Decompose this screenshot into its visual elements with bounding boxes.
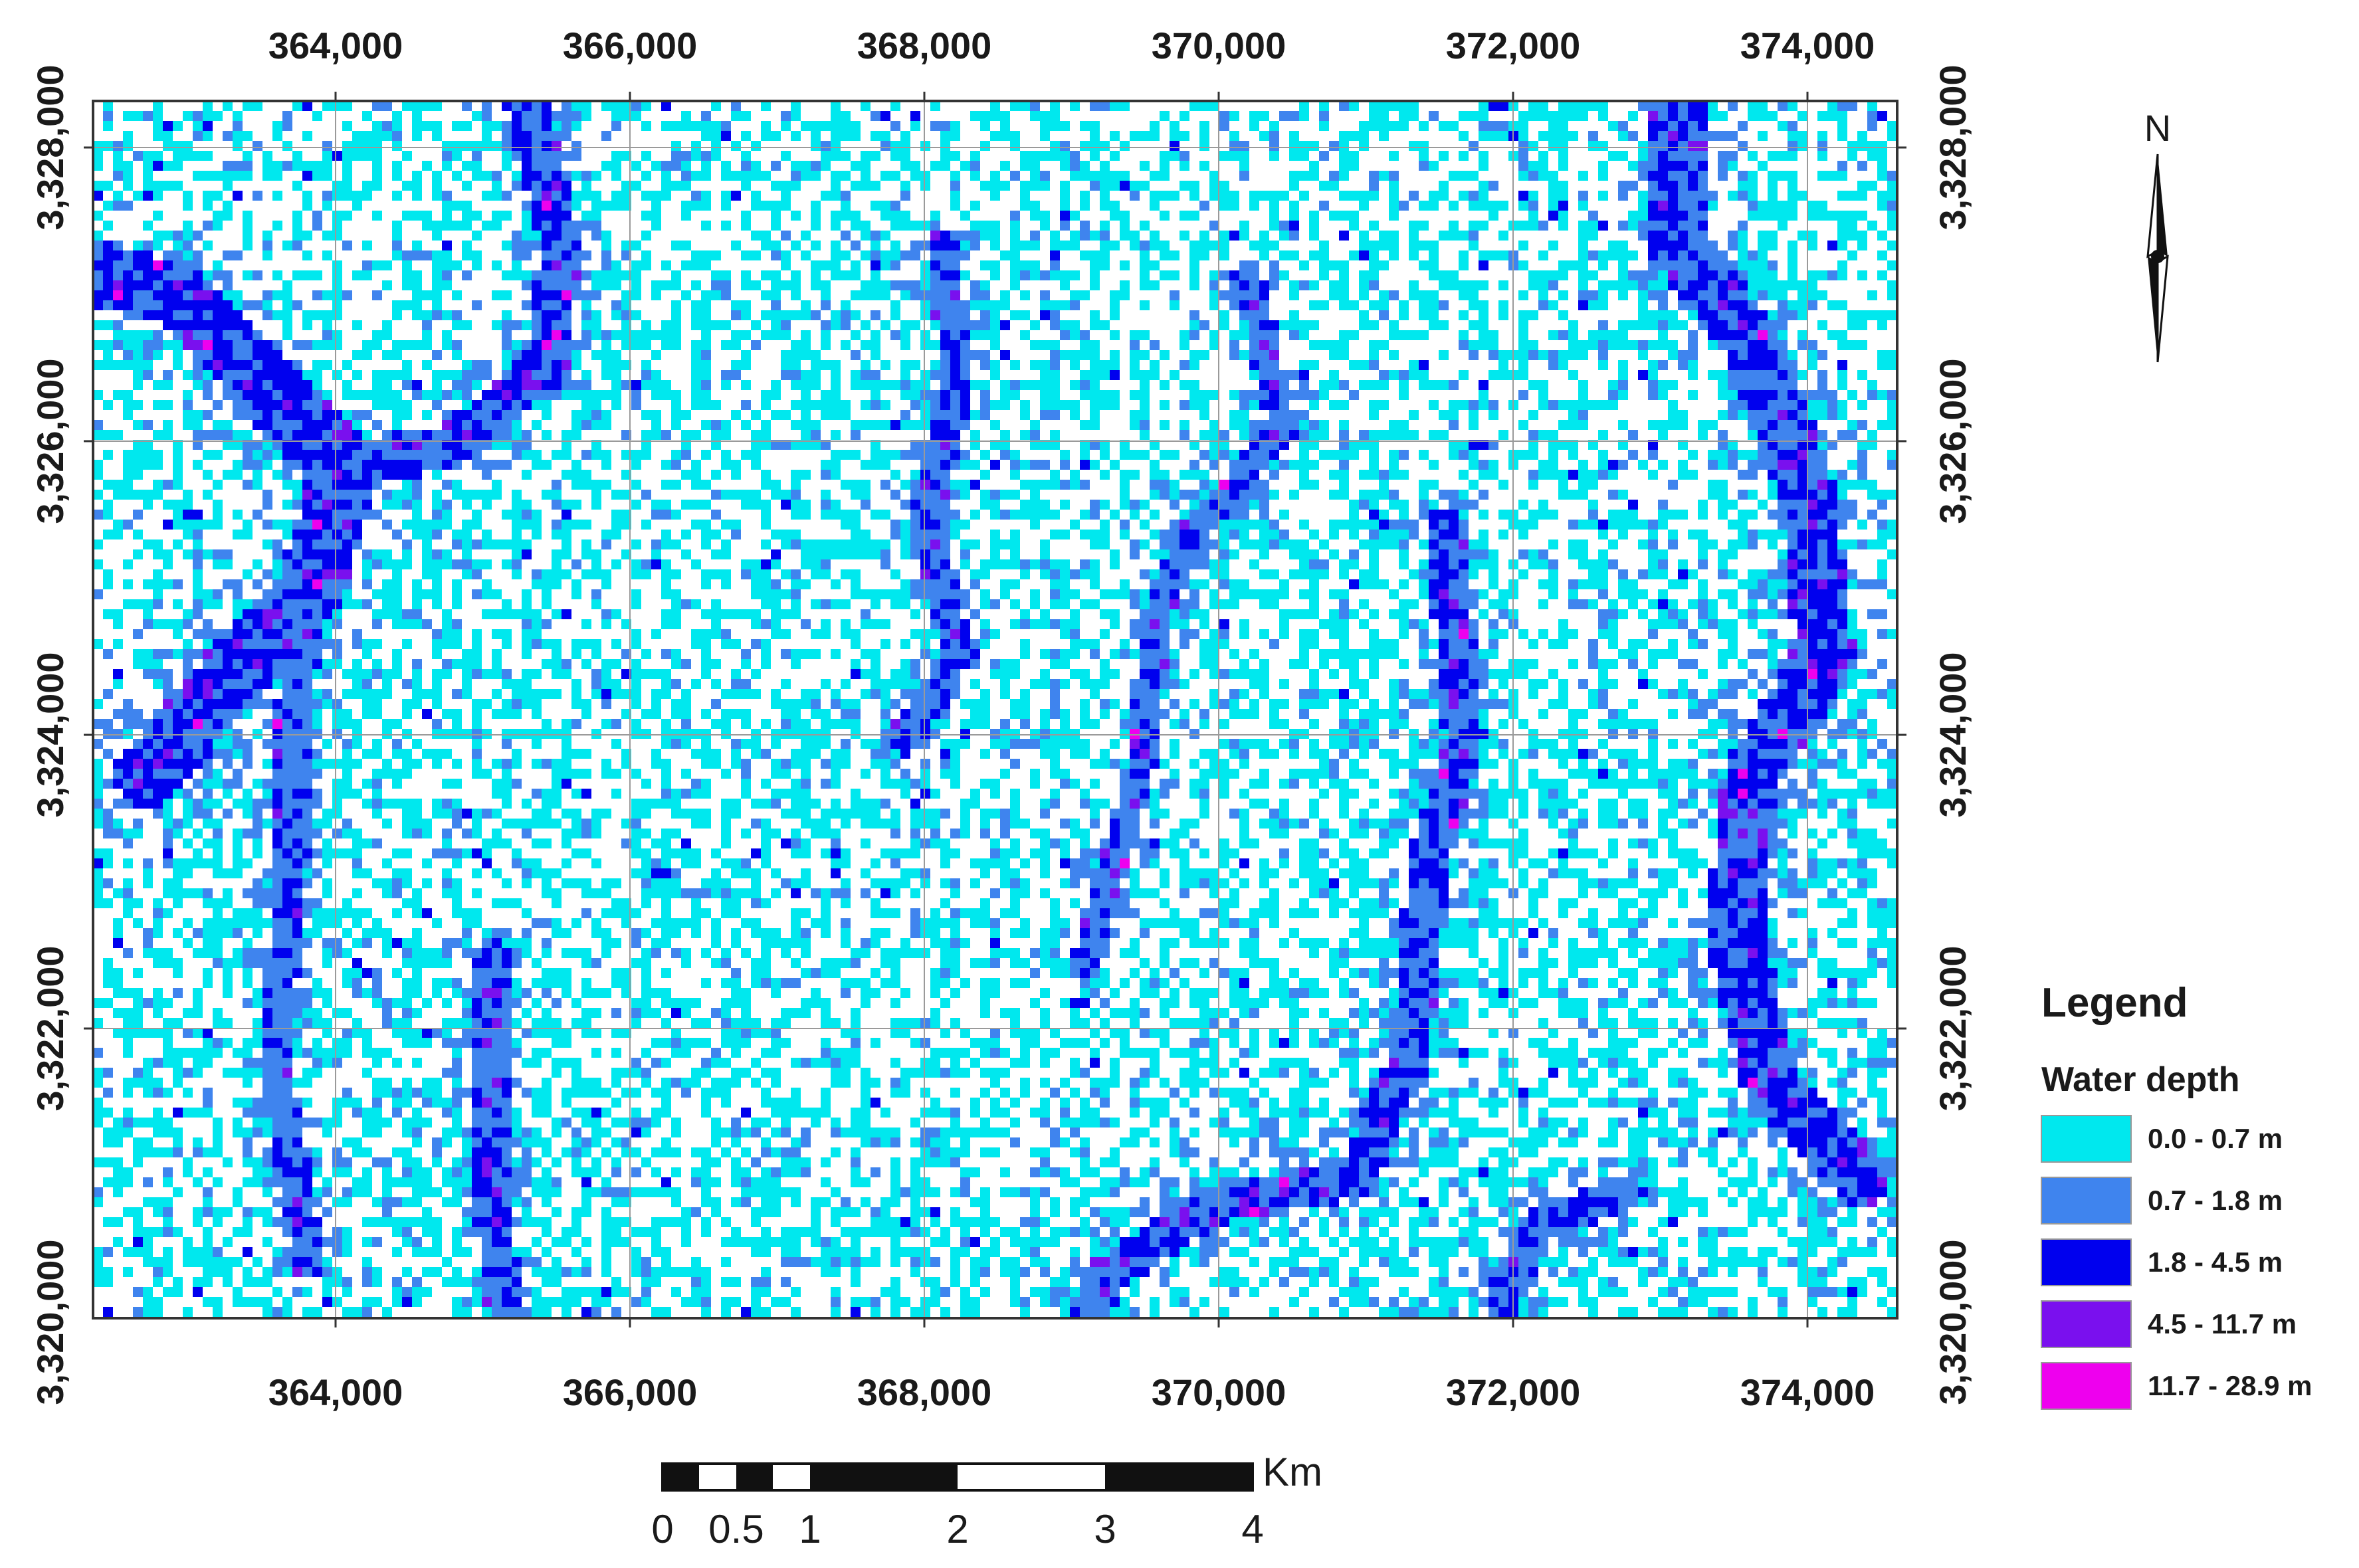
- legend-swatch: [2041, 1300, 2132, 1348]
- x-tick-label-top: 372,000: [1446, 25, 1580, 66]
- legend-class-label: 0.7 - 1.8 m: [2148, 1185, 2283, 1216]
- legend-swatch: [2041, 1177, 2132, 1225]
- scale-tick-label: 0: [651, 1507, 673, 1551]
- scale-unit: Km: [1263, 1450, 1322, 1494]
- x-tick-label-bottom: 374,000: [1740, 1371, 1875, 1413]
- x-axis-bottom: 364,000 366,000 368,000 370,000 372,000 …: [268, 1371, 1875, 1413]
- legend-class-label: 1.8 - 4.5 m: [2148, 1246, 2283, 1278]
- x-tick-label-bottom: 372,000: [1446, 1371, 1580, 1413]
- x-tick-label-top: 364,000: [268, 25, 403, 66]
- legend-class-label: 11.7 - 28.9 m: [2148, 1370, 2312, 1401]
- coordinate-gridlines: [84, 92, 1906, 1327]
- y-tick-label-left: 3,328,000: [29, 64, 71, 230]
- scale-tick-label: 4: [1241, 1507, 1263, 1551]
- scale-bar: Km 0 0.5 1 2 3 4: [651, 1450, 1322, 1551]
- scale-tick-label: 0.5: [708, 1507, 764, 1551]
- legend-class-label: 0.0 - 0.7 m: [2148, 1123, 2283, 1154]
- north-arrow: N: [2144, 107, 2171, 363]
- y-tick-label-right: 3,328,000: [1932, 64, 1974, 230]
- legend-title: Legend: [2041, 980, 2188, 1026]
- legend-class-label: 4.5 - 11.7 m: [2148, 1308, 2297, 1339]
- map-frame: [92, 100, 1898, 1320]
- x-tick-label-top: 374,000: [1740, 25, 1875, 66]
- legend-swatch: [2041, 1115, 2132, 1163]
- y-tick-label-right: 3,320,000: [1932, 1239, 1974, 1405]
- y-tick-label-left: 3,326,000: [29, 358, 71, 524]
- x-tick-label-top: 368,000: [857, 25, 991, 66]
- legend: Legend Water depth 0.0 - 0.7 m 0.7 - 1.8…: [2041, 980, 2312, 1410]
- x-tick-label-bottom: 368,000: [857, 1371, 991, 1413]
- x-tick-label-bottom: 366,000: [563, 1371, 697, 1413]
- y-tick-label-left: 3,320,000: [29, 1239, 71, 1405]
- y-tick-label-left: 3,322,000: [29, 945, 71, 1111]
- y-tick-label-left: 3,324,000: [29, 652, 71, 817]
- scale-tick-label: 1: [799, 1507, 821, 1551]
- legend-swatch: [2041, 1238, 2132, 1286]
- y-axis-right: 3,328,000 3,326,000 3,324,000 3,322,000 …: [1932, 64, 1974, 1405]
- x-axis-top: 364,000 366,000 368,000 370,000 372,000 …: [268, 25, 1875, 66]
- x-tick-label-bottom: 364,000: [268, 1371, 403, 1413]
- scale-tick-label: 3: [1094, 1507, 1116, 1551]
- y-tick-label-right: 3,322,000: [1932, 945, 1974, 1111]
- y-tick-label-right: 3,324,000: [1932, 652, 1974, 817]
- legend-subtitle: Water depth: [2041, 1060, 2240, 1099]
- north-arrow-label: N: [2144, 107, 2171, 149]
- y-axis-left: 3,328,000 3,326,000 3,324,000 3,322,000 …: [29, 64, 71, 1405]
- scale-tick-label: 2: [946, 1507, 968, 1551]
- x-tick-label-top: 370,000: [1152, 25, 1286, 66]
- north-arrow-icon: [2146, 153, 2169, 363]
- y-tick-label-right: 3,326,000: [1932, 358, 1974, 524]
- map-panel: [84, 92, 1906, 1327]
- water-depth-raster: [93, 101, 1897, 1318]
- x-tick-label-top: 366,000: [563, 25, 697, 66]
- x-tick-label-bottom: 370,000: [1152, 1371, 1286, 1413]
- legend-swatch: [2041, 1362, 2132, 1410]
